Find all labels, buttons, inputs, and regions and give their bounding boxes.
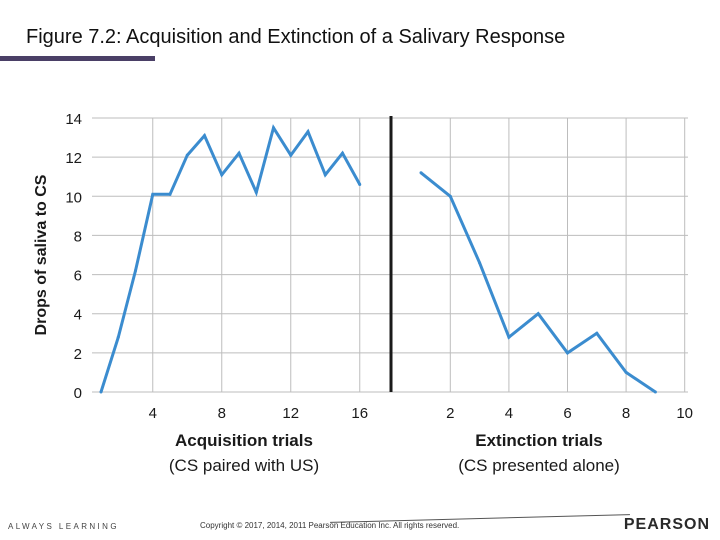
x-axis-sublabel-acquisition: (CS paired with US)	[169, 456, 319, 475]
x-tick-label-acquisition: 16	[351, 405, 368, 422]
data-point-acquisition	[151, 192, 155, 196]
series-line-acquisition	[99, 124, 362, 393]
x-tick-label-extinction: 4	[505, 405, 513, 422]
salivary-response-chart: 0 2 4 6 8 10 12 14 4 8 12 16 2 4 6 8 10 Drops of saliva t…	[33, 111, 693, 475]
x-tick-label-acquisition: 8	[218, 405, 226, 422]
data-point-acquisition	[116, 335, 120, 339]
x-axis-sublabel-extinction: (CS presented alone)	[458, 456, 620, 475]
x-tick-label-extinction: 8	[622, 405, 630, 422]
data-point-acquisition	[134, 269, 137, 273]
y-axis-label: Drops of saliva to CS	[33, 174, 50, 335]
y-tick-label: 2	[74, 346, 82, 363]
data-point-acquisition	[272, 126, 275, 130]
series-line-extinction	[420, 171, 657, 394]
y-tick-label: 10	[65, 189, 82, 206]
data-point-acquisition	[99, 390, 103, 394]
data-point-extinction	[624, 370, 628, 374]
data-point-extinction	[448, 194, 452, 198]
data-point-acquisition	[289, 153, 293, 157]
data-point-extinction	[536, 312, 540, 316]
footer-tagline: ALWAYS LEARNING	[8, 522, 119, 531]
y-tick-label: 12	[65, 150, 82, 167]
data-point-extinction	[419, 171, 423, 175]
x-tick-label-extinction: 10	[676, 405, 693, 422]
y-tick-label: 6	[74, 268, 82, 285]
data-point-acquisition	[203, 134, 206, 138]
data-point-acquisition	[306, 130, 310, 134]
y-tick-label: 14	[65, 111, 82, 128]
data-point-extinction	[478, 261, 482, 265]
data-point-extinction	[507, 335, 511, 339]
x-tick-label-acquisition: 4	[149, 405, 157, 422]
x-axis-label-acquisition: Acquisition trials	[175, 431, 313, 450]
data-point-acquisition	[185, 153, 189, 157]
x-axis-label-extinction: Extinction trials	[475, 431, 603, 450]
data-point-extinction	[595, 331, 599, 335]
data-point-acquisition	[358, 183, 362, 187]
data-point-acquisition	[341, 151, 344, 155]
y-tick-label: 8	[74, 228, 82, 245]
data-point-extinction	[566, 351, 569, 355]
footer-copyright: Copyright © 2017, 2014, 2011 Pearson Edu…	[200, 521, 460, 530]
data-point-acquisition	[323, 173, 327, 177]
data-point-acquisition	[237, 151, 241, 155]
title-underline	[0, 56, 155, 61]
data-point-acquisition	[168, 192, 172, 196]
slide-title: Figure 7.2: Acquisition and Extinction o…	[26, 26, 566, 48]
y-tick-label: 4	[74, 307, 82, 324]
y-tick-label: 0	[74, 385, 82, 402]
x-tick-label-acquisition: 12	[282, 405, 299, 422]
data-point-acquisition	[220, 173, 224, 177]
data-point-acquisition	[254, 190, 258, 194]
publisher-logo: PEARSON	[623, 516, 710, 533]
data-point-extinction	[653, 390, 657, 394]
slide-footer: ALWAYS LEARNING Copyright © 2017, 2014, …	[0, 510, 720, 540]
x-tick-label-extinction: 2	[446, 405, 454, 422]
x-tick-label-extinction: 6	[563, 405, 571, 422]
